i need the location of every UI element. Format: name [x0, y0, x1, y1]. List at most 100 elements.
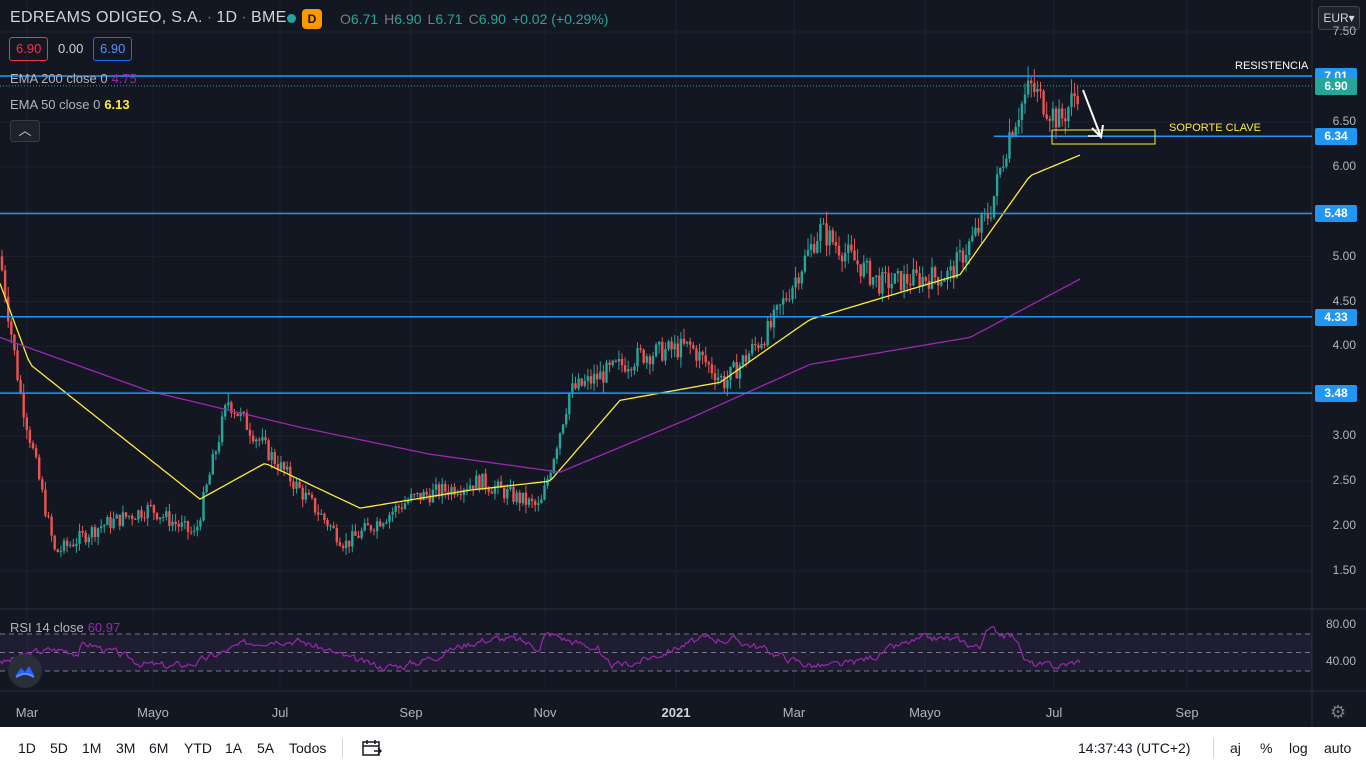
candle-body [87, 537, 90, 543]
time-tick-label: Mayo [137, 705, 169, 720]
ema200-legend[interactable]: EMA 200 close 0 4.75 [10, 71, 137, 86]
candle-body [124, 512, 128, 517]
candle-body [540, 499, 543, 504]
candle-body [475, 475, 478, 490]
candle-body [509, 486, 512, 489]
candle-body [974, 227, 977, 236]
symbol-title[interactable]: EDREAMS ODIGEO, S.A. · 1D · BME [10, 9, 287, 26]
tradingview-logo-icon[interactable] [8, 654, 42, 688]
candle-body [971, 235, 974, 242]
candle-body [701, 351, 704, 356]
candle-body [109, 516, 112, 528]
candle-body [134, 518, 137, 520]
rsi-legend[interactable]: RSI 14 close 60.97 [10, 620, 120, 635]
ema50-legend[interactable]: EMA 50 close 0 6.13 [10, 97, 130, 112]
candle-body [605, 362, 608, 383]
candle-body [10, 321, 13, 335]
settings-gear-icon[interactable]: ⚙ [1330, 702, 1347, 722]
candle-body [704, 355, 707, 363]
candle-body [512, 486, 515, 502]
price-tick-label: 2.50 [1332, 473, 1356, 488]
collapse-legend-button[interactable]: ︿ [10, 120, 40, 142]
candle-body [558, 433, 562, 449]
adjust-toggle[interactable]: aj [1230, 740, 1241, 756]
resistance-annotation: RESISTENCIA [1235, 60, 1309, 72]
auto-toggle[interactable]: auto [1324, 740, 1352, 756]
candle-body [716, 377, 720, 381]
candle-body [676, 343, 679, 358]
candle-body [819, 224, 822, 241]
timeframe-button-1d[interactable]: 1D [18, 740, 36, 756]
candle-body [738, 365, 741, 379]
candle-body [441, 483, 444, 497]
percent-toggle[interactable]: % [1260, 740, 1273, 756]
candle-body [906, 274, 909, 284]
candle-body [549, 472, 552, 480]
candle-body [543, 485, 546, 500]
clock-timezone[interactable]: 14:37:43 (UTC+2) [1078, 740, 1191, 756]
ema50-value: 6.13 [104, 97, 130, 112]
timeframe-button-1m[interactable]: 1M [82, 740, 102, 756]
candle-body [25, 417, 28, 431]
exchange-label: BME [251, 9, 287, 26]
candle-body [933, 267, 937, 278]
candle-body [22, 392, 25, 418]
candle-body [760, 343, 763, 349]
price-chart[interactable] [0, 0, 1366, 727]
candle-body [995, 174, 999, 196]
timeframe-button-1a[interactable]: 1A [225, 740, 243, 756]
candle-body [825, 223, 828, 246]
candle-body [788, 299, 791, 301]
candle-body [382, 523, 385, 527]
candle-body [34, 448, 38, 457]
timeframe-button-todos[interactable]: Todos [289, 740, 327, 756]
ema50-line [0, 154, 1081, 509]
candle-body [1030, 80, 1033, 83]
candle-body [955, 252, 958, 279]
candle-body [577, 378, 580, 389]
candle-body [248, 429, 252, 436]
buy-price-button[interactable]: 6.90 [93, 37, 133, 61]
candle-body [332, 525, 335, 528]
candle-body [465, 489, 469, 491]
candle-body [782, 298, 785, 305]
candle-body [65, 540, 69, 546]
candle-body [320, 513, 323, 515]
time-tick-label: Sep [1175, 705, 1199, 720]
time-tick-label: Mayo [909, 705, 941, 720]
candle-body [899, 270, 903, 291]
candle-body [596, 373, 599, 380]
timeframe-button-3m[interactable]: 3M [116, 740, 136, 756]
timeframe-button-6m[interactable]: 6M [149, 740, 169, 756]
currency-select[interactable]: EUR▾ [1318, 6, 1360, 30]
candle-body [363, 523, 366, 531]
candle-body [233, 412, 236, 414]
candle-body [38, 456, 41, 480]
candle-body [918, 273, 921, 287]
candle-body [158, 517, 162, 520]
time-tick-label: Sep [399, 705, 423, 720]
rsi-tick-label: 80.00 [1325, 616, 1356, 631]
candle-body [658, 341, 661, 345]
candle-body [304, 492, 307, 500]
candle-body [670, 341, 673, 350]
timeframe-button-ytd[interactable]: YTD [184, 740, 212, 756]
candle-body [217, 442, 221, 452]
log-toggle[interactable]: log [1289, 740, 1308, 756]
candle-body [326, 519, 329, 527]
timeframe-button-5a[interactable]: 5A [257, 740, 275, 756]
candle-body [679, 338, 683, 358]
date-range-icon[interactable] [362, 739, 383, 757]
candle-body [837, 245, 841, 256]
candle-body [726, 380, 729, 389]
sell-price-button[interactable]: 6.90 [9, 37, 49, 61]
down-arrow-line [1082, 89, 1102, 138]
candle-body [627, 369, 630, 372]
timeframe-button-5d[interactable]: 5D [50, 740, 68, 756]
candle-body [865, 260, 869, 263]
price-tick-label: 1.50 [1332, 563, 1356, 577]
candle-body [673, 343, 676, 350]
candle-body [1002, 166, 1005, 169]
candle-body [589, 376, 593, 384]
candle-body [856, 260, 859, 265]
